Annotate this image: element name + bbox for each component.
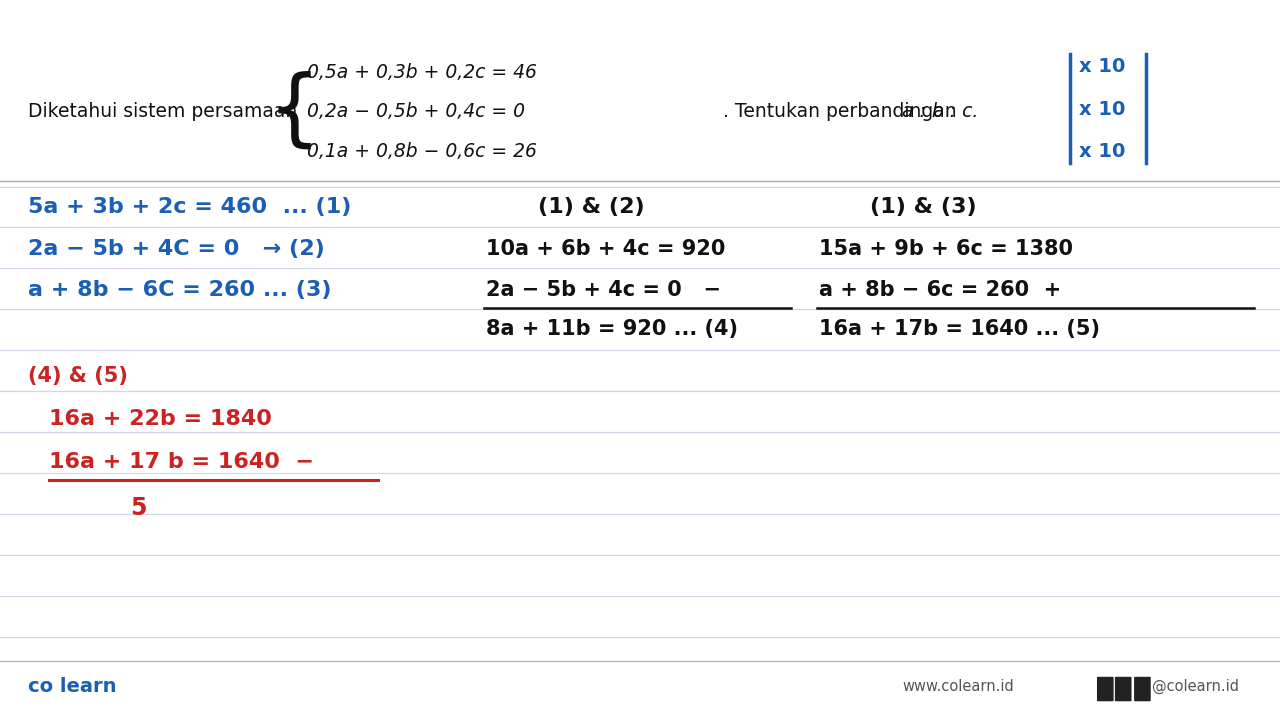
Text: @colearn.id: @colearn.id (1152, 679, 1239, 695)
Text: 8a + 11b = 920 ... (4): 8a + 11b = 920 ... (4) (486, 319, 739, 339)
Text: 2a − 5b + 4C = 0   → (2): 2a − 5b + 4C = 0 → (2) (28, 239, 325, 259)
Text: a + 8b − 6c = 260  +: a + 8b − 6c = 260 + (819, 280, 1061, 300)
FancyBboxPatch shape (1134, 677, 1151, 701)
Text: 0,5a + 0,3b + 0,2c = 46: 0,5a + 0,3b + 0,2c = 46 (307, 63, 538, 81)
Text: 16a + 17b = 1640 ... (5): 16a + 17b = 1640 ... (5) (819, 319, 1101, 339)
Text: {: { (268, 71, 321, 152)
Text: . Tentukan perbandingan: . Tentukan perbandingan (723, 102, 957, 121)
Text: 5: 5 (131, 495, 146, 520)
Text: (1) & (2): (1) & (2) (538, 197, 644, 217)
Text: x 10: x 10 (1079, 142, 1125, 161)
Text: 15a + 9b + 6c = 1380: 15a + 9b + 6c = 1380 (819, 239, 1073, 259)
Text: x 10: x 10 (1079, 57, 1125, 76)
Text: a + 8b − 6C = 260 ... (3): a + 8b − 6C = 260 ... (3) (28, 280, 332, 300)
Text: 0,2a − 0,5b + 0,4c = 0: 0,2a − 0,5b + 0,4c = 0 (307, 102, 525, 121)
Text: 16a + 22b = 1840: 16a + 22b = 1840 (49, 409, 271, 429)
FancyBboxPatch shape (1097, 677, 1114, 701)
Text: 16a + 17 b = 1640  −: 16a + 17 b = 1640 − (49, 452, 314, 472)
Text: co learn: co learn (28, 678, 116, 696)
FancyBboxPatch shape (1115, 677, 1132, 701)
Text: (1) & (3): (1) & (3) (870, 197, 977, 217)
Text: x 10: x 10 (1079, 100, 1125, 119)
Text: 2a − 5b + 4c = 0   −: 2a − 5b + 4c = 0 − (486, 280, 722, 300)
Text: 5a + 3b + 2c = 460  ... (1): 5a + 3b + 2c = 460 ... (1) (28, 197, 352, 217)
Text: 0,1a + 0,8b − 0,6c = 26: 0,1a + 0,8b − 0,6c = 26 (307, 142, 538, 161)
Text: a : b : c.: a : b : c. (902, 102, 979, 121)
Text: Diketahui sistem persamaan: Diketahui sistem persamaan (28, 102, 297, 121)
Text: www.colearn.id: www.colearn.id (902, 680, 1014, 694)
Text: (4) & (5): (4) & (5) (28, 366, 128, 386)
Text: 10a + 6b + 4c = 920: 10a + 6b + 4c = 920 (486, 239, 726, 259)
